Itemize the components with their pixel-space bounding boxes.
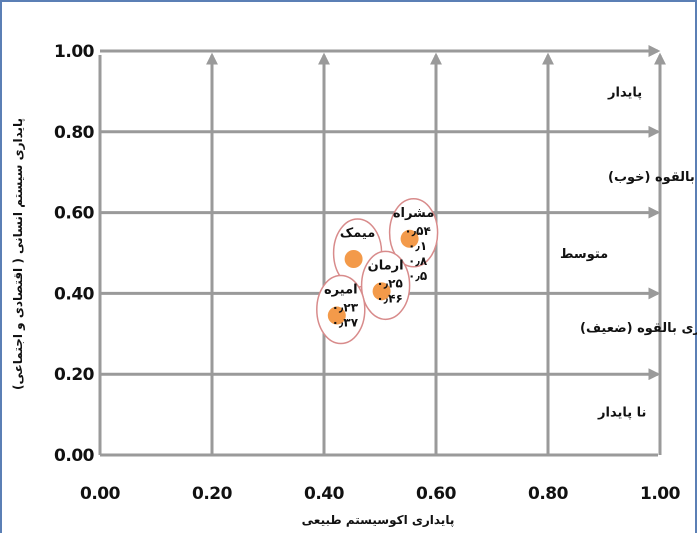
point-value: ۰٫۸ — [408, 254, 428, 268]
point-marker — [400, 229, 419, 248]
zone-label: نا پایدار — [597, 406, 646, 421]
tick-labels: 0.00 0.20 0.40 0.60 0.80 1.00 0.00 0.20 0.40 0.60… — [54, 42, 681, 504]
data-point: مشراه ۰٫۵۴۰٫۱۰٫۸۰٫۵ — [388, 198, 439, 283]
y-tick-label: 0.20 — [54, 365, 95, 385]
point-value: ۰٫۲۳ — [332, 301, 359, 315]
data-points: مشراه ۰٫۵۴۰٫۱۰٫۸۰٫۵ میمک ارمان ۰٫۲۵۰٫۴۶ امیره… — [316, 198, 439, 345]
point-value: ۰٫۳۷ — [332, 316, 359, 330]
x-axis-title: پایداری اکوسیستم طبیعی — [302, 513, 455, 528]
zone-labels: پایدار پایداری بالقوه (خوب) متوسط ناپایداری… — [560, 85, 697, 420]
x-tick-label: 0.20 — [192, 484, 233, 504]
zone-label: پایداری بالقوه (خوب) — [608, 170, 697, 185]
point-label: مشراه — [393, 206, 435, 221]
y-tick-label: 0.60 — [54, 204, 95, 224]
x-tick-label: 1.00 — [640, 484, 681, 504]
point-label: ارمان — [368, 258, 404, 273]
point-value: ۰٫۱ — [408, 239, 427, 253]
point-value: ۰٫۵۴ — [404, 224, 430, 238]
zone-label: پایدار — [607, 85, 642, 100]
y-axis-title: پایداری سیستم انسانی ( اقتصادی و اجتماعی… — [11, 118, 26, 390]
data-point: امیره ۰٫۲۳۰٫۳۷ — [316, 274, 366, 345]
x-tick-label: 0.80 — [528, 484, 569, 504]
point-marker — [372, 282, 391, 301]
data-point: ارمان ۰٫۲۵۰٫۴۶ — [360, 250, 411, 321]
zone-label: متوسط — [560, 247, 608, 262]
y-tick-label: 0.80 — [54, 123, 95, 143]
point-marker — [327, 306, 346, 325]
zone-label: ناپایداری بالقوه (ضعیف) — [580, 321, 697, 336]
point-marker — [344, 250, 363, 268]
x-tick-label: 0.40 — [304, 484, 345, 504]
x-tick-label: 0.00 — [80, 484, 121, 504]
y-tick-label: 0.40 — [54, 284, 95, 304]
x-tick-label: 0.60 — [416, 484, 457, 504]
point-value: ۰٫۴۶ — [376, 291, 402, 305]
point-value: ۰٫۲۵ — [376, 276, 402, 290]
point-value: ۰٫۵ — [408, 269, 427, 283]
point-label: میمک — [340, 226, 375, 241]
y-tick-label: 1.00 — [54, 42, 95, 62]
point-label: امیره — [324, 283, 358, 298]
y-tick-label: 0.00 — [54, 446, 95, 466]
